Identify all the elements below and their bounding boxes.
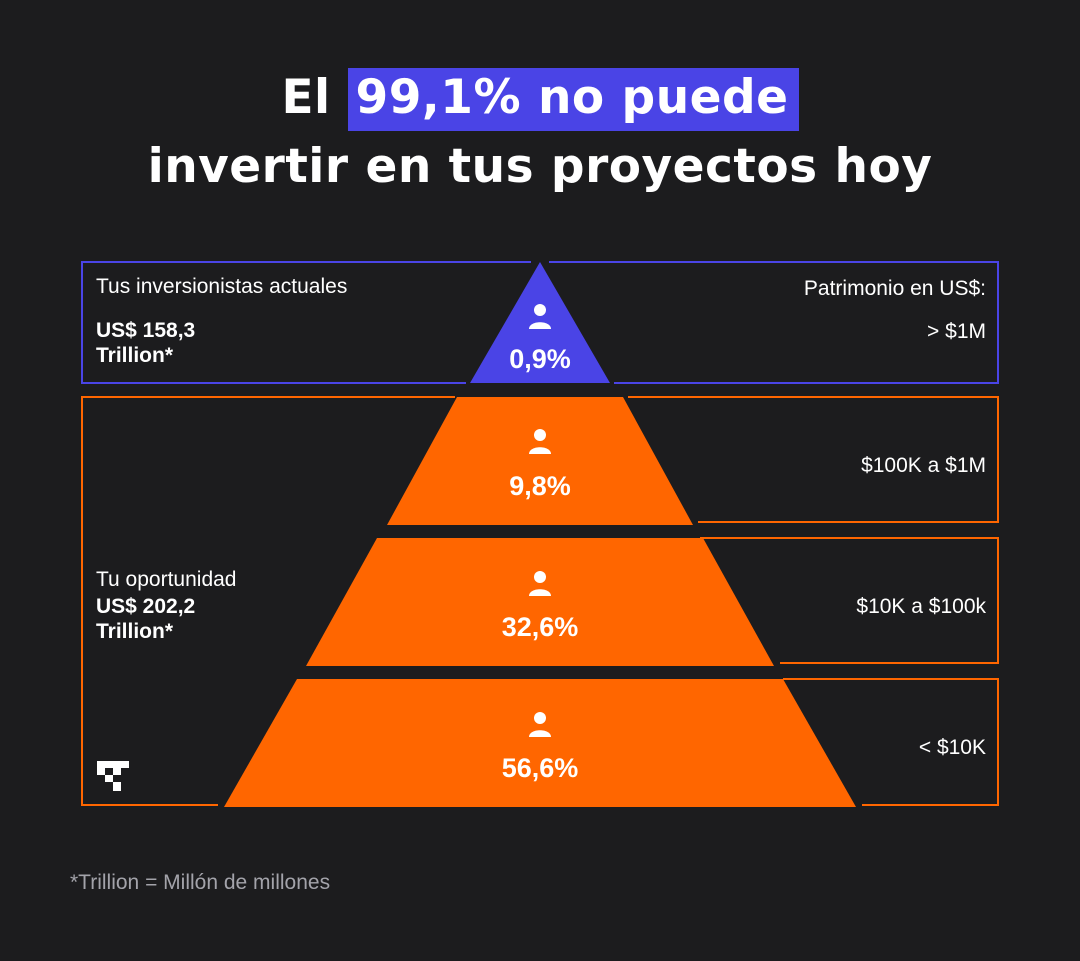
person-icon: [529, 571, 551, 596]
pyramid-tier-2: [387, 397, 693, 525]
range-box-tier-3: [700, 537, 999, 664]
title-line-2: invertir en tus proyectos hoy: [147, 139, 933, 194]
tier-4-range: < $10K: [918, 736, 986, 759]
opportunity-label: Tu oportunidad: [96, 568, 237, 591]
current-investors-value-2: Trillion*: [96, 344, 174, 367]
range-box-tier-2: [628, 396, 999, 523]
brand-logo-icon: [97, 761, 129, 791]
opportunity-value-1: US$ 202,2: [96, 595, 196, 618]
pyramid-tier-4: [224, 679, 856, 807]
opportunity-frame: [81, 396, 455, 806]
footnote: *Trillion = Millón de millones: [70, 871, 331, 894]
pyramid-tier-3: [306, 538, 774, 666]
current-investors-label: Tus inversionistas actuales: [96, 275, 348, 298]
tier-1-percent: 0,9%: [509, 344, 571, 374]
opportunity-value-2: Trillion*: [96, 620, 174, 643]
title-line-1: El 99,1% no puede: [0, 68, 1080, 131]
range-box-tier-4: [783, 678, 999, 806]
current-investors-value-1: US$ 158,3: [96, 319, 196, 342]
tier-1-range: > $1M: [927, 320, 986, 343]
title-highlight: 99,1% no puede: [347, 68, 799, 131]
tier-2-percent: 9,8%: [509, 471, 571, 501]
wealth-header: Patrimonio en US$:: [803, 277, 986, 300]
person-icon: [529, 712, 551, 737]
person-icon: [529, 304, 551, 329]
title-prefix: El: [281, 70, 331, 125]
tier-3-percent: 32,6%: [501, 612, 579, 642]
current-investors-frame-right: [549, 261, 999, 384]
tier-3-range: $10K a $100k: [856, 595, 986, 618]
tier-2-range: $100K a $1M: [861, 454, 986, 477]
tier-4-percent: 56,6%: [501, 753, 579, 783]
current-investors-frame: [81, 261, 531, 384]
person-icon: [529, 429, 551, 454]
